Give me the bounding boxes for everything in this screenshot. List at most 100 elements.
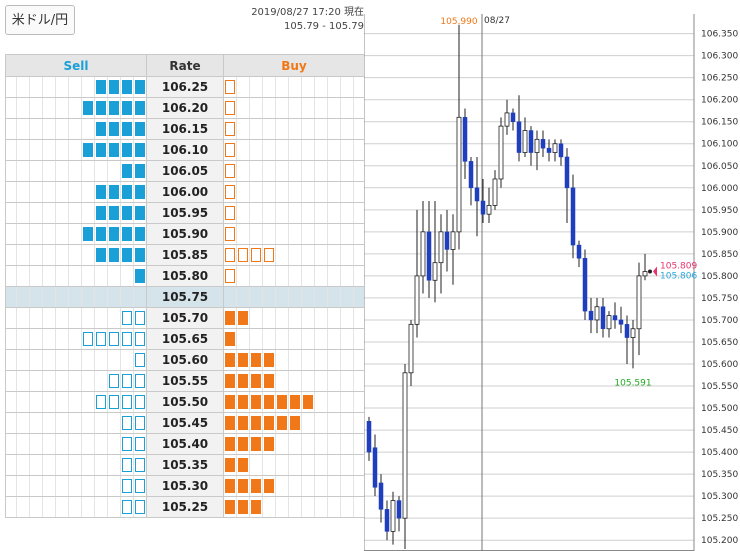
y-tick-label: 105.250: [701, 514, 738, 524]
buy-order-mark: [225, 164, 235, 178]
candle-body: [528, 130, 534, 153]
bid-ask-text: 105.79 - 105.79: [284, 21, 364, 32]
sell-order-mark: [96, 80, 106, 94]
sell-order-mark: [122, 248, 132, 262]
sell-order-mark: [109, 206, 119, 220]
buy-order-mark: [290, 395, 300, 409]
buy-order-mark: [238, 395, 248, 409]
sell-order-mark: [122, 80, 132, 94]
order-book-row: 105.35: [5, 454, 365, 476]
candle-body: [426, 231, 432, 281]
sell-order-mark: [109, 143, 119, 157]
candle-body: [570, 187, 576, 246]
buy-cell: [223, 265, 365, 287]
rate-value: 105.75: [146, 286, 224, 308]
y-tick-label: 105.300: [701, 492, 738, 502]
sell-order-mark: [96, 248, 106, 262]
order-book-row: 105.95: [5, 202, 365, 224]
buy-order-mark: [225, 479, 235, 493]
rate-value: 105.35: [146, 454, 224, 476]
candle-body: [474, 187, 480, 202]
buy-order-mark: [238, 248, 248, 262]
rate-value: 105.60: [146, 349, 224, 371]
sell-order-mark: [83, 332, 93, 346]
candle-body: [480, 200, 486, 215]
candle-body: [612, 315, 618, 321]
sell-order-mark: [96, 395, 106, 409]
buy-order-mark: [238, 479, 248, 493]
buy-cell: [223, 118, 365, 140]
sell-order-mark: [122, 395, 132, 409]
y-tick-label: 106.350: [701, 30, 738, 40]
buy-order-mark: [225, 101, 235, 115]
candle-body: [534, 138, 540, 153]
order-book-row: 105.40: [5, 433, 365, 455]
candle-body: [558, 143, 564, 158]
candle-body: [432, 262, 438, 281]
candle-body: [414, 275, 420, 325]
buy-order-mark: [238, 437, 248, 451]
sell-order-mark: [96, 101, 106, 115]
buy-order-mark: [264, 353, 274, 367]
sell-order-mark: [96, 206, 106, 220]
candle-body: [642, 271, 648, 277]
buy-order-mark: [225, 332, 235, 346]
sell-cell: [5, 265, 147, 287]
candle-body: [402, 372, 408, 519]
rate-value: 105.45: [146, 412, 224, 434]
sell-order-mark: [96, 332, 106, 346]
sell-order-mark: [135, 353, 145, 367]
order-book-row: 105.80: [5, 265, 365, 287]
buy-order-mark: [238, 311, 248, 325]
buy-cell: [223, 307, 365, 329]
sell-order-mark: [96, 143, 106, 157]
rate-value: 105.85: [146, 244, 224, 266]
candle-body: [522, 130, 528, 153]
buy-order-mark: [238, 374, 248, 388]
timestamp: 2019/08/27 17:20 現在 105.79 - 105.79: [251, 6, 364, 34]
buy-order-mark: [225, 248, 235, 262]
sell-order-mark: [122, 374, 132, 388]
buy-order-mark: [251, 500, 261, 514]
buy-order-mark: [225, 80, 235, 94]
buy-order-mark: [251, 416, 261, 430]
buy-order-mark: [225, 143, 235, 157]
currency-pair-button[interactable]: 米ドル/円: [5, 5, 75, 35]
sell-order-mark: [135, 185, 145, 199]
sell-order-mark: [109, 248, 119, 262]
candle-body: [366, 421, 372, 453]
rate-value: 106.00: [146, 181, 224, 203]
y-tick-label: 106.250: [701, 74, 738, 84]
rate-value: 105.65: [146, 328, 224, 350]
buy-order-mark: [225, 227, 235, 241]
candle-body: [486, 205, 492, 215]
candle-body: [546, 147, 552, 153]
candle-body: [372, 447, 378, 488]
sell-cell: [5, 475, 147, 497]
sell-order-mark: [135, 143, 145, 157]
sell-order-mark: [135, 122, 145, 136]
rate-value: 105.40: [146, 433, 224, 455]
sell-order-mark: [83, 101, 93, 115]
sell-cell: [5, 349, 147, 371]
order-book-row: 106.25: [5, 76, 365, 98]
y-tick-label: 105.550: [701, 382, 738, 392]
y-tick-label: 105.450: [701, 426, 738, 436]
buy-cell: [223, 286, 365, 308]
y-tick-label: 106.050: [701, 162, 738, 172]
sell-order-mark: [135, 437, 145, 451]
buy-cell: [223, 475, 365, 497]
buy-order-mark: [251, 353, 261, 367]
buy-order-mark: [225, 269, 235, 283]
order-book-row: 106.05: [5, 160, 365, 182]
y-tick-label: 105.650: [701, 338, 738, 348]
y-tick-label: 106.150: [701, 118, 738, 128]
candle-body: [588, 310, 594, 321]
buy-cell: [223, 454, 365, 476]
rate-value: 105.50: [146, 391, 224, 413]
candle-body: [510, 112, 516, 122]
buy-order-mark: [251, 437, 261, 451]
bid-label: 105.806: [660, 271, 697, 281]
buy-cell: [223, 370, 365, 392]
sell-order-mark: [122, 227, 132, 241]
